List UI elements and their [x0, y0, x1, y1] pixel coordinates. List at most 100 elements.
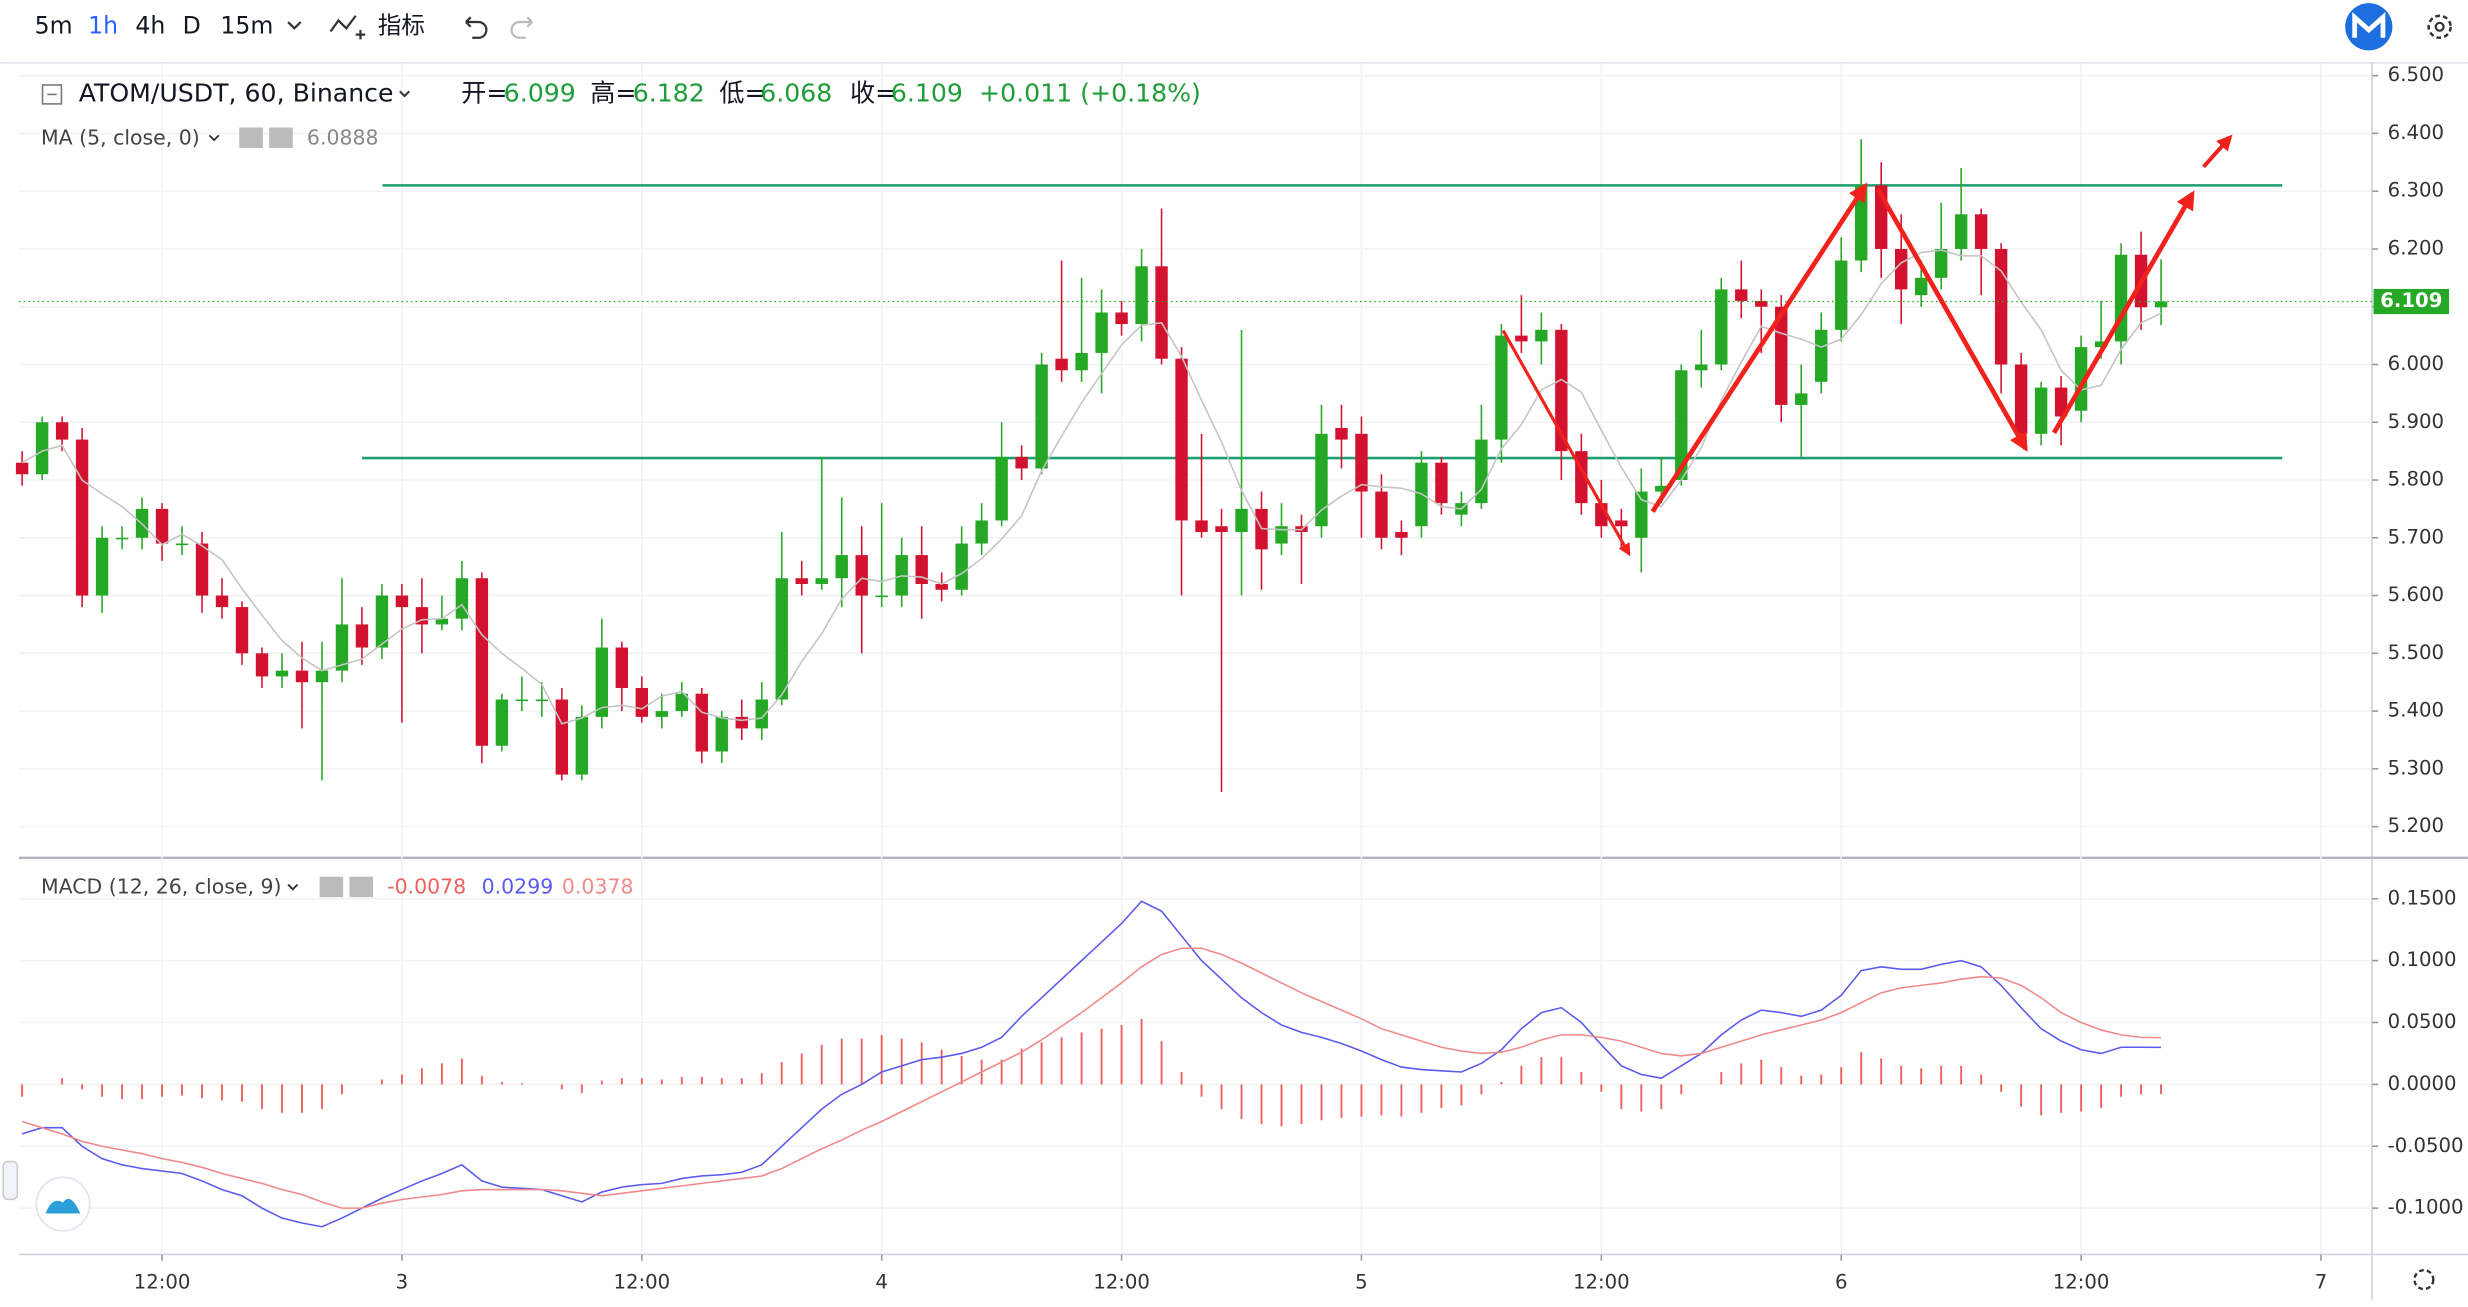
candle-body: [1954, 214, 1968, 249]
candle-body: [875, 595, 888, 598]
candle-body: [255, 653, 269, 677]
ohlc-label: 低=: [719, 78, 765, 107]
histogram-value: -0.0078: [387, 875, 466, 899]
interval[interactable]: 15m: [220, 11, 273, 39]
dropdown-icon[interactable]: [287, 883, 299, 891]
arrow: [2051, 190, 2195, 435]
settings-icon: [2434, 21, 2445, 32]
ohlc-value: 6.068: [760, 78, 832, 107]
dropdown-icon[interactable]: [208, 134, 220, 142]
candle-body: [1315, 433, 1328, 527]
candle-body: [1535, 329, 1548, 342]
candle-body: [355, 624, 369, 648]
candle-body: [715, 716, 728, 752]
candle-body: [535, 699, 549, 702]
y-tick-label: 6.200: [2388, 236, 2444, 259]
signal-value: 0.0378: [562, 875, 634, 899]
y-tick-label: 5.400: [2388, 699, 2444, 722]
candle-body: [695, 693, 708, 752]
candle-body: [1894, 248, 1908, 290]
candle-body: [655, 711, 668, 717]
candle-body: [595, 647, 609, 717]
candle-body: [215, 595, 229, 608]
indicator-icon[interactable]: [329, 15, 366, 40]
candle-body: [2014, 364, 2028, 434]
settings-icon[interactable]: [2427, 14, 2452, 40]
indicators-button[interactable]: 指标: [378, 11, 425, 39]
x-tick-label: 12:00: [2053, 1270, 2110, 1293]
candle-body: [995, 456, 1008, 521]
macd-line: [21, 900, 2162, 1228]
candle-body: [1515, 335, 1528, 342]
collapse-button[interactable]: [2, 1160, 19, 1201]
candle-body: [795, 578, 808, 584]
ohlc-label: 开=: [461, 78, 507, 107]
brand-logo: [45, 1198, 81, 1214]
candle-body: [2154, 301, 2168, 308]
interval[interactable]: 5m: [35, 11, 73, 39]
remove-icon[interactable]: [269, 127, 293, 148]
axis-settings[interactable]: [2413, 1268, 2435, 1291]
dropdown-icon[interactable]: [399, 90, 410, 98]
candle-body: [1675, 370, 1688, 481]
change: +0.011 (+0.18%): [979, 78, 1201, 107]
interval[interactable]: D: [183, 11, 201, 39]
arrow: [1875, 187, 2028, 452]
x-tick-label: 12:00: [613, 1270, 670, 1293]
candle-body: [1015, 456, 1028, 469]
candle-body: [475, 578, 489, 746]
candle-body: [555, 699, 569, 775]
ma-line: [21, 249, 2162, 725]
candle-body: [775, 578, 788, 700]
y-tick-label: -0.1000: [2388, 1196, 2464, 1219]
y-tick-label: 6.400: [2388, 121, 2444, 144]
ohlc-value: 6.182: [633, 78, 705, 107]
candle-body: [1175, 358, 1188, 521]
candle-body: [755, 699, 768, 729]
interval[interactable]: 1h: [88, 11, 118, 39]
candle-body: [275, 670, 289, 677]
interval[interactable]: 4h: [135, 11, 165, 39]
candle-body: [1835, 260, 1848, 330]
candle-body: [855, 555, 868, 596]
drawings: [1501, 134, 2233, 557]
candle-body: [1775, 306, 1788, 405]
y-tick-label: 6.500: [2388, 63, 2444, 86]
candle-body: [1934, 248, 1948, 278]
remove-icon[interactable]: [349, 876, 374, 898]
macd-legend: MACD (12, 26, close, 9): [41, 875, 282, 899]
price-tag: [2373, 288, 2450, 315]
undo-icon[interactable]: [465, 16, 488, 39]
candle-body: [1055, 358, 1068, 371]
candle-body: [935, 583, 948, 590]
collapse-icon[interactable]: [41, 84, 63, 105]
visibility-icon[interactable]: [239, 127, 263, 148]
candle-body: [815, 578, 828, 584]
visibility-icon[interactable]: [319, 876, 344, 898]
candle-body: [515, 699, 529, 702]
candle-body: [1914, 277, 1928, 296]
ma-value: 6.0888: [307, 126, 379, 150]
logo-mark: [2352, 12, 2386, 38]
candle-body: [375, 595, 389, 648]
redo-icon[interactable]: [510, 16, 533, 39]
candle-body: [1994, 248, 2008, 365]
candle-body: [675, 693, 688, 712]
y-tick-label: 0.0500: [2388, 1010, 2457, 1033]
y-tick-label: 5.200: [2388, 814, 2444, 837]
candle-body: [235, 607, 249, 654]
candle-body: [915, 555, 928, 584]
y-tick-label: 5.900: [2388, 410, 2444, 433]
candle-body: [1035, 364, 1048, 469]
candle-body: [1275, 526, 1288, 544]
candle-body: [1755, 300, 1768, 307]
y-tick-label: 0.1500: [2388, 886, 2457, 909]
dropdown-icon[interactable]: [287, 21, 302, 30]
candle-body: [1095, 312, 1108, 353]
candle-body: [635, 687, 649, 717]
candle-body: [15, 462, 29, 475]
price-tag-label: 6.109: [2380, 289, 2442, 312]
candle-body: [1655, 485, 1668, 492]
candle-body: [175, 543, 189, 546]
